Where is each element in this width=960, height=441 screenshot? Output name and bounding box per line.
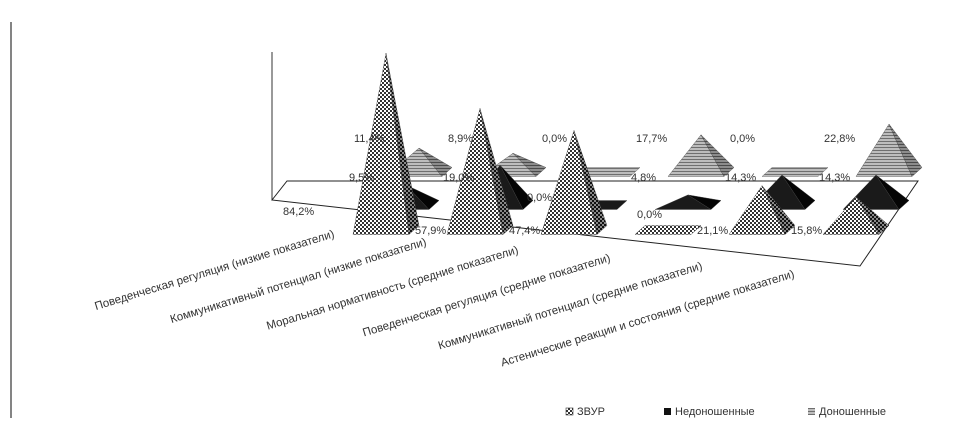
pyramid-0-0 (352, 53, 420, 235)
chart-marks (352, 53, 923, 235)
pyramid-2-5 (855, 123, 923, 177)
legend-item-zvur: ЗВУР (565, 406, 605, 418)
legend-label-nedonoshennye: Недоношенные (675, 406, 755, 418)
data-label-2-0: 11,4% (354, 133, 385, 145)
pyramid-0-3 (634, 225, 702, 235)
data-label-1-5: 14,3% (819, 172, 850, 184)
data-label-2-5: 22,8% (824, 133, 855, 145)
legend: ЗВУР Недоношенные Доношенные (565, 406, 886, 418)
pyramid-0-1 (446, 108, 514, 235)
data-label-1-3: 4,8% (631, 172, 656, 184)
data-label-0-0: 84,2% (283, 206, 314, 218)
pyramid-2-4 (761, 167, 829, 177)
pyramid-1-3 (654, 194, 722, 210)
data-label-2-3: 17,7% (636, 133, 667, 145)
legend-label-donoshennye: Доношенные (819, 406, 886, 418)
data-label-2-4: 0,0% (730, 133, 755, 145)
data-label-1-2: 0,0% (527, 192, 552, 204)
legend-item-nedonoshennye: Недоношенные (664, 406, 755, 418)
data-label-0-3: 0,0% (637, 209, 662, 221)
category-labels: Поведенческая регуляция (низкие показате… (93, 228, 796, 369)
data-label-1-4: 14,3% (725, 172, 756, 184)
data-labels: 11,4% 8,9% 0,0% 17,7% 0,0% 22,8% 9,5% 19,0% 0,0%… (283, 133, 855, 237)
data-label-0-2: 47,4% (509, 225, 540, 237)
pyramid-0-4 (728, 185, 796, 235)
data-label-2-1: 8,9% (448, 133, 473, 145)
data-label-1-1: 19,0% (443, 172, 474, 184)
data-label-0-5: 15,8% (791, 225, 822, 237)
legend-label-zvur: ЗВУР (577, 406, 605, 418)
pyramid-0-5 (822, 196, 890, 235)
pyramid-0-2 (540, 129, 608, 235)
data-label-0-4: 21,1% (697, 225, 728, 237)
data-label-1-0: 9,5% (349, 172, 374, 184)
legend-item-donoshennye: Доношенные (808, 406, 886, 418)
data-label-2-2: 0,0% (542, 133, 567, 145)
data-label-0-1: 57,9% (415, 225, 446, 237)
pyramid-2-3 (667, 134, 735, 177)
